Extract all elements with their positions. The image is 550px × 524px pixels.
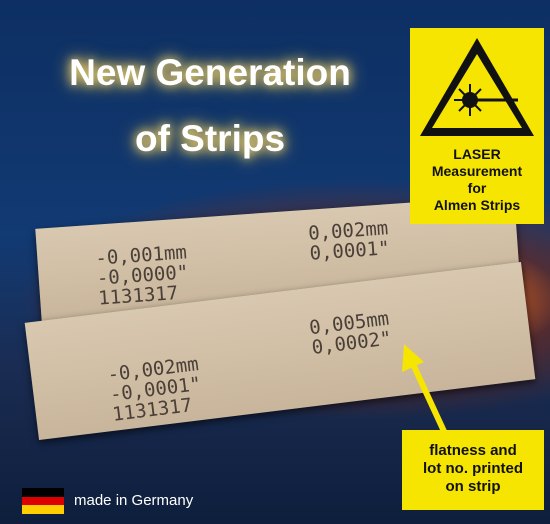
laser-text: for	[410, 180, 544, 197]
callout-text: lot no. printed	[402, 460, 544, 478]
laser-icon	[410, 28, 544, 146]
callout-text: flatness and	[402, 442, 544, 460]
arrow-shaft	[412, 362, 448, 440]
callout: flatness and lot no. printed on strip	[402, 430, 544, 510]
german-flag	[22, 488, 64, 514]
advert: New Generation of Strips -0,001mm -0,000…	[0, 0, 550, 524]
laser-box: LASER Measurement for Almen Strips	[410, 28, 544, 224]
laser-text: LASER	[410, 146, 544, 163]
laser-text: Almen Strips	[410, 197, 544, 214]
footer-text: made in Germany	[74, 492, 193, 509]
callout-text: on strip	[402, 478, 544, 496]
laser-text: Measurement	[410, 163, 544, 180]
